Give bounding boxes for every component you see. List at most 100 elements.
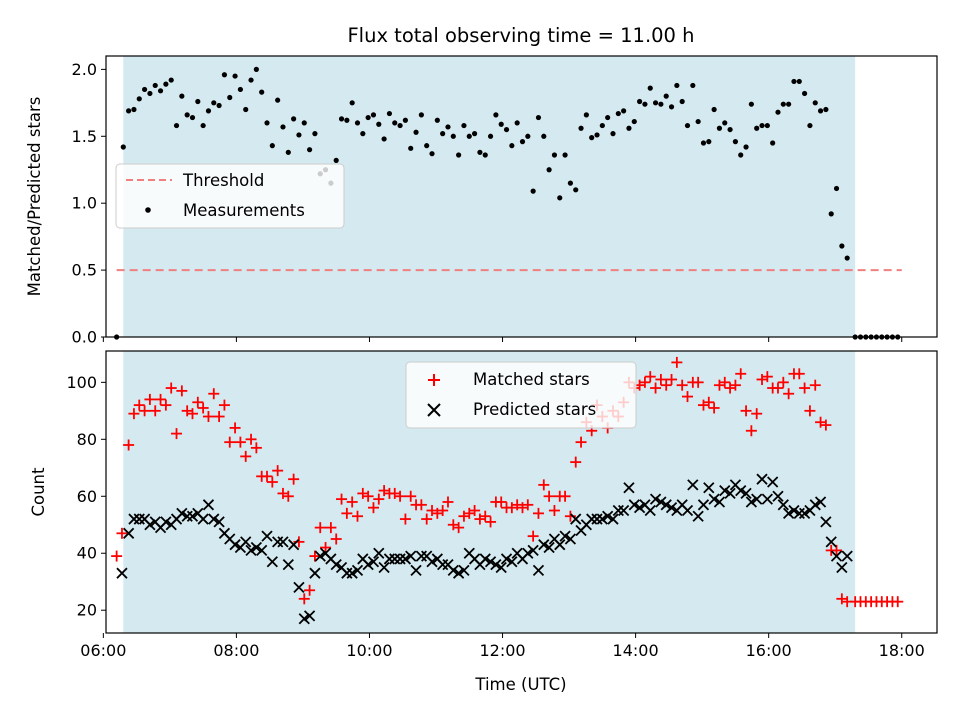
predicted-star-point — [660, 499, 672, 511]
measurement-point — [578, 125, 584, 131]
predicted-star-point — [687, 479, 699, 491]
measurement-point — [312, 131, 318, 137]
matched-star-point — [820, 419, 832, 431]
matched-star-point — [394, 490, 406, 502]
predicted-star-point — [208, 513, 220, 525]
measurement-point — [796, 78, 802, 85]
matched-stars-points — [111, 356, 904, 608]
matched-star-point — [346, 496, 358, 508]
matched-star-point — [330, 533, 342, 545]
matched-star-point — [234, 436, 246, 448]
measurement-point — [157, 88, 164, 94]
measurement-point — [770, 140, 776, 146]
predicted-star-point — [144, 519, 156, 531]
bottom-legend-box — [405, 361, 637, 429]
measurement-point — [754, 125, 760, 131]
measurement-point — [131, 106, 137, 113]
measurement-point — [663, 93, 669, 99]
predicted-star-point — [399, 553, 412, 565]
measurement-point — [424, 143, 430, 149]
measurement-point — [370, 112, 377, 118]
predicted-star-point — [623, 482, 635, 494]
matched-star-point — [208, 388, 220, 400]
measurement-point — [360, 131, 366, 137]
bottom-y-tick-label: 100 — [66, 373, 97, 392]
measurement-point — [706, 139, 712, 145]
measurement-point — [711, 106, 717, 113]
predicted-star-point — [809, 499, 821, 511]
bottom-axes-frame — [105, 350, 938, 634]
matched-star-point — [570, 456, 582, 468]
measurement-point — [642, 101, 648, 107]
predicted-star-point — [506, 556, 518, 568]
measurement-point — [695, 118, 701, 125]
predicted-star-point — [426, 556, 438, 568]
top-y-tick-label: 0.5 — [72, 261, 97, 280]
predicted-star-point — [383, 553, 396, 565]
top-axes-frame — [105, 55, 938, 338]
measurement-point — [333, 157, 339, 163]
measurement-point — [216, 102, 222, 109]
x-tick-label: 18:00 — [879, 641, 925, 660]
measurement-point — [791, 78, 797, 85]
matched-star-point — [155, 393, 167, 405]
matched-star-point — [538, 479, 550, 491]
measurement-point — [189, 114, 196, 121]
predicted-star-point — [527, 544, 539, 557]
predicted-star-point — [767, 476, 779, 488]
measurement-point — [408, 145, 414, 151]
matched-star-point — [772, 382, 784, 394]
measurement-point — [530, 188, 536, 194]
matched-star-point — [309, 550, 321, 562]
matched-star-point — [160, 399, 172, 411]
top-y-tick-label: 1.5 — [72, 127, 97, 146]
predicted-star-point — [261, 530, 273, 542]
measurement-point — [136, 96, 142, 102]
matched-star-point — [745, 425, 757, 437]
predicted-star-point — [452, 567, 465, 579]
top-legend: Threshold Measurements — [115, 163, 345, 229]
matched-star-point — [213, 411, 225, 423]
top-y-ticks: 0.0 0.5 1.0 1.5 2.0 — [72, 60, 106, 347]
measurement-point — [126, 108, 132, 114]
predicted-star-point — [820, 516, 832, 528]
matched-star-point — [325, 522, 337, 534]
predicted-star-point — [128, 513, 140, 525]
predicted-star-point — [697, 499, 710, 511]
matched-star-point — [362, 490, 374, 502]
predicted-star-point — [522, 547, 534, 559]
bottom-y-axis-label: Count — [29, 467, 48, 517]
predicted-star-point — [703, 482, 715, 494]
top-y-axis-label: Matched/Predicted stars — [25, 97, 44, 297]
measurement-point — [823, 106, 829, 113]
matched-star-point — [144, 393, 156, 405]
predicted-star-point — [692, 510, 704, 522]
measurement-point — [839, 243, 845, 249]
measurement-point — [679, 98, 685, 105]
matched-star-point — [266, 476, 278, 488]
bottom-y-tick-label: 80 — [77, 430, 97, 449]
measurement-point — [466, 133, 472, 139]
measurement-point — [434, 117, 440, 123]
matched-star-point — [676, 379, 688, 391]
measurement-point — [722, 120, 728, 126]
top-y-tick-label: 1.0 — [72, 194, 97, 213]
measurement-point — [525, 133, 531, 139]
matched-star-point — [660, 379, 672, 391]
matched-star-point — [527, 530, 539, 542]
predicted-star-point — [160, 516, 172, 528]
measurement-point — [338, 116, 345, 122]
predicted-star-point — [793, 507, 805, 520]
measurement-point — [503, 126, 510, 133]
predicted-star-point — [665, 502, 678, 514]
predicted-star-point — [596, 513, 608, 525]
measurement-point — [674, 82, 680, 89]
measurement-point — [141, 86, 148, 93]
predicted-star-point — [830, 550, 843, 562]
matched-star-point — [224, 436, 236, 448]
predicted-star-point — [287, 539, 300, 551]
predicted-star-point — [245, 544, 257, 557]
matched-star-point — [735, 368, 747, 380]
measurement-point — [573, 187, 579, 193]
